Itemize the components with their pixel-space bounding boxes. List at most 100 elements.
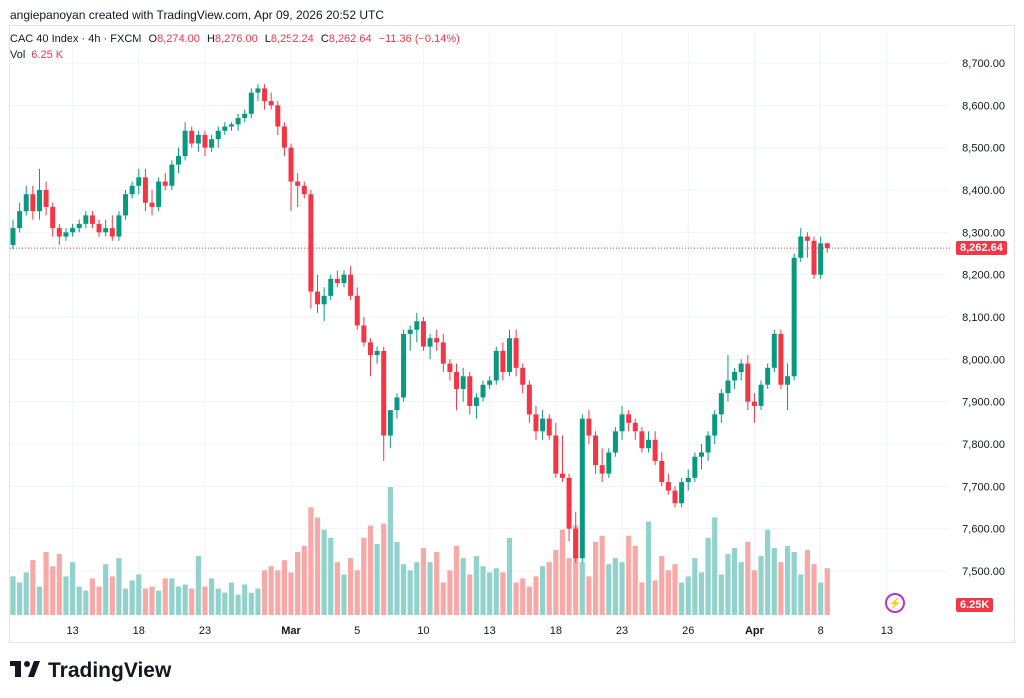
replay-icon[interactable]: ⚡ — [885, 593, 905, 613]
time-axis: 13 18 23 Mar 5 10 13 18 23 26 Apr 8 13 — [66, 625, 893, 637]
volume-bar — [222, 592, 228, 615]
volume-bar — [698, 572, 705, 615]
candle-body — [83, 215, 89, 224]
volume-bar — [215, 588, 221, 615]
candle-body — [553, 435, 559, 474]
tradingview-logo-icon — [10, 659, 40, 683]
candle-body — [818, 243, 824, 275]
volume-bar — [467, 574, 473, 615]
volume-bar — [268, 566, 274, 615]
candle-body — [209, 139, 215, 148]
candles — [10, 84, 830, 563]
y-tick-label: 8,600.00 — [962, 100, 1005, 112]
candle-body — [659, 460, 665, 483]
volume-bar — [414, 562, 420, 615]
y-tick-label: 7,800.00 — [962, 439, 1005, 451]
candle-body — [612, 431, 618, 453]
volume-bar — [295, 552, 301, 615]
volume-bar — [612, 558, 619, 615]
volume-bar — [566, 558, 572, 615]
y-tick-label: 7,700.00 — [962, 481, 1005, 493]
candle-body — [566, 477, 572, 529]
candle-body — [367, 342, 373, 356]
candle-body — [725, 380, 731, 394]
candle-body — [785, 376, 791, 385]
x-tick-label: 13 — [66, 625, 78, 637]
candle-body — [454, 372, 460, 389]
x-tick-label: Apr — [745, 625, 765, 637]
volume-bar — [725, 554, 731, 615]
volume-bar — [341, 574, 347, 615]
candle-body — [520, 367, 526, 385]
candle-body — [526, 384, 532, 415]
volume-bar — [17, 582, 23, 615]
volume-bar — [540, 566, 546, 615]
volume-bar — [546, 562, 552, 615]
candle-body — [348, 274, 354, 296]
candle-body — [467, 376, 473, 406]
candle-body — [202, 134, 208, 148]
volume-bar — [149, 586, 155, 615]
volume-bar — [242, 584, 248, 615]
volume-bar — [175, 586, 182, 615]
volume-bar — [354, 570, 360, 615]
candle-body — [401, 333, 407, 398]
volume-bar — [407, 570, 413, 615]
y-tick-label: 8,100.00 — [962, 312, 1005, 324]
candle-body — [374, 350, 380, 356]
tradingview-brand[interactable]: TradingView — [10, 659, 171, 683]
volume-bar — [129, 580, 135, 615]
volume-bar — [36, 586, 43, 615]
open-label: O — [148, 33, 158, 45]
candle-body — [778, 333, 784, 385]
volume-bar — [162, 578, 168, 615]
volume-bar — [592, 541, 599, 615]
candle-body — [56, 228, 62, 237]
candle-body — [606, 452, 612, 474]
candle-body — [732, 372, 738, 381]
volume-bar — [718, 574, 724, 615]
volume-bar — [248, 592, 254, 615]
volume-bar — [487, 572, 493, 615]
volume-bar — [334, 562, 340, 615]
candle-body — [738, 363, 744, 373]
candle-body — [63, 232, 69, 237]
candle-body — [262, 88, 268, 102]
volume-bar — [639, 582, 645, 615]
y-tick-label: 8,500.00 — [962, 143, 1005, 155]
candle-body — [751, 401, 757, 406]
volume-bar — [261, 570, 268, 615]
volume-bar — [573, 525, 579, 615]
candle-body — [255, 88, 261, 93]
volume-bar — [579, 562, 585, 615]
volume-bar — [679, 582, 685, 615]
candle-body — [500, 350, 506, 373]
candle-body — [96, 223, 102, 233]
candle-body — [50, 206, 56, 229]
volume-bar — [400, 564, 407, 615]
volume-bar — [513, 582, 519, 615]
candle-body — [123, 194, 129, 216]
volume-bar — [599, 535, 605, 615]
candle-body — [142, 177, 148, 203]
volume-bar — [824, 568, 830, 615]
volume-value: 6.25 K — [31, 49, 64, 61]
x-tick-label: 5 — [354, 625, 360, 637]
volume-bar — [394, 541, 400, 615]
candle-body — [679, 482, 685, 504]
candle-body — [17, 211, 23, 229]
y-tick-label: 8,200.00 — [962, 270, 1005, 282]
candle-body — [162, 181, 168, 186]
candle-body — [791, 257, 797, 377]
volume-bar — [738, 562, 744, 615]
volume-bar — [83, 590, 89, 615]
volume-bar — [23, 572, 29, 615]
candle-body — [89, 215, 95, 224]
candle-body — [23, 194, 29, 212]
candle-body — [665, 482, 671, 491]
candle-body — [189, 130, 195, 144]
candle-body — [156, 181, 162, 207]
candle-body — [672, 490, 678, 504]
y-tick-label: 7,900.00 — [962, 397, 1005, 409]
